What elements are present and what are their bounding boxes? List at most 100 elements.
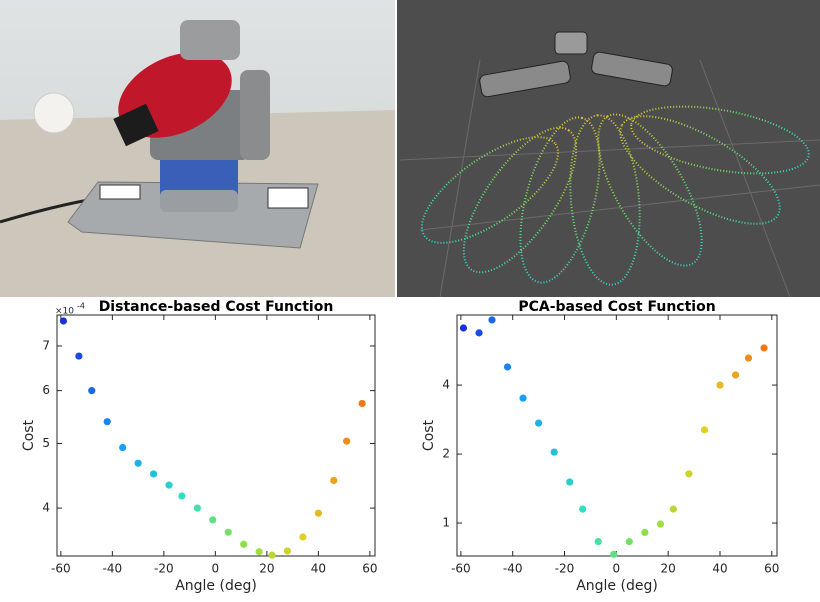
point	[255, 548, 263, 556]
point	[669, 505, 677, 513]
point	[610, 550, 618, 558]
point	[149, 470, 158, 478]
point	[550, 448, 558, 456]
photo-ball	[33, 92, 75, 134]
y-axis-label: Cost	[421, 419, 437, 451]
point	[224, 528, 232, 536]
render-bg	[397, 0, 820, 297]
x-tick-label: 40	[712, 562, 727, 576]
point	[503, 363, 512, 371]
x-axis-label: Angle (deg)	[576, 578, 658, 594]
pointcloud-render	[397, 0, 820, 298]
render-grid	[399, 59, 820, 298]
render-petal	[569, 114, 641, 286]
point	[519, 394, 527, 402]
robot-photo	[0, 0, 395, 297]
x-tick-label: 0	[613, 562, 621, 576]
x-tick-label: 40	[311, 562, 326, 576]
point	[700, 426, 709, 434]
render-grid-line	[419, 184, 820, 231]
point	[343, 437, 351, 445]
point	[475, 329, 483, 337]
y-tick-label: 5	[42, 436, 50, 450]
point	[594, 537, 602, 546]
photo-marker	[267, 187, 309, 209]
render-grid-line	[399, 139, 820, 161]
point	[165, 481, 173, 489]
point	[716, 381, 724, 389]
render-petal	[619, 115, 781, 225]
chart-title: Distance-based Cost Function	[99, 299, 334, 315]
y-tick-label: 6	[42, 383, 50, 397]
x-tick-label: -40	[103, 562, 123, 576]
y-scale-base: ×10	[55, 307, 74, 317]
photo-cap	[113, 103, 159, 147]
y-scale-exponent: -4	[77, 302, 85, 311]
y-tick-label: 7	[42, 338, 50, 352]
point	[75, 352, 83, 360]
render-petal	[597, 113, 703, 267]
point	[314, 509, 322, 517]
render-gripper	[479, 60, 571, 98]
x-tick-label: -60	[451, 562, 471, 576]
point	[579, 505, 587, 513]
point	[59, 317, 68, 325]
point	[240, 540, 248, 548]
render-cloud	[420, 105, 810, 286]
x-tick-label: 60	[362, 562, 377, 576]
render-grid-line	[699, 59, 791, 298]
render-petal	[462, 126, 578, 274]
y-tick-label: 4	[42, 501, 50, 515]
point	[88, 387, 96, 395]
x-tick-label: -40	[503, 562, 523, 576]
point	[641, 528, 649, 537]
chart-title: PCA-based Cost Function	[518, 299, 715, 315]
render-petal	[519, 116, 601, 284]
point	[193, 504, 201, 512]
point	[178, 492, 186, 500]
x-tick-label: 20	[661, 562, 676, 576]
axes-box	[456, 314, 778, 557]
point	[299, 533, 307, 541]
point	[685, 470, 693, 478]
x-axis-label: Angle (deg)	[175, 578, 257, 594]
y-tick-label: 2	[442, 447, 450, 461]
render-petal	[420, 136, 560, 244]
photo-marker	[99, 184, 141, 200]
y-axis-label: Cost	[21, 419, 37, 451]
point	[268, 551, 276, 559]
render-petal	[630, 105, 810, 175]
axes-box	[56, 314, 376, 557]
photo-base-ring	[160, 190, 238, 212]
render-gripper	[591, 51, 673, 87]
point	[134, 459, 142, 467]
photo-finger	[180, 20, 240, 60]
x-tick-label: 60	[764, 562, 779, 576]
point	[760, 344, 768, 352]
point	[283, 547, 292, 555]
render-grid-line	[439, 59, 481, 298]
x-tick-label: 0	[212, 562, 220, 576]
point	[625, 537, 633, 546]
point	[103, 418, 111, 426]
y-tick-label: 1	[442, 516, 450, 530]
point	[535, 419, 543, 427]
point	[330, 476, 338, 485]
point	[459, 324, 468, 332]
y-tick-label: 4	[442, 378, 450, 392]
point	[488, 316, 496, 324]
point	[566, 478, 574, 486]
render-gripper	[554, 31, 588, 55]
point	[209, 516, 217, 524]
photo-finger	[240, 70, 270, 160]
point	[119, 443, 127, 452]
point	[656, 520, 665, 528]
point	[731, 371, 740, 379]
x-tick-label: 20	[259, 562, 274, 576]
x-tick-label: -20	[154, 562, 174, 576]
point	[744, 354, 753, 362]
point	[358, 399, 366, 408]
x-tick-label: -60	[51, 562, 71, 576]
